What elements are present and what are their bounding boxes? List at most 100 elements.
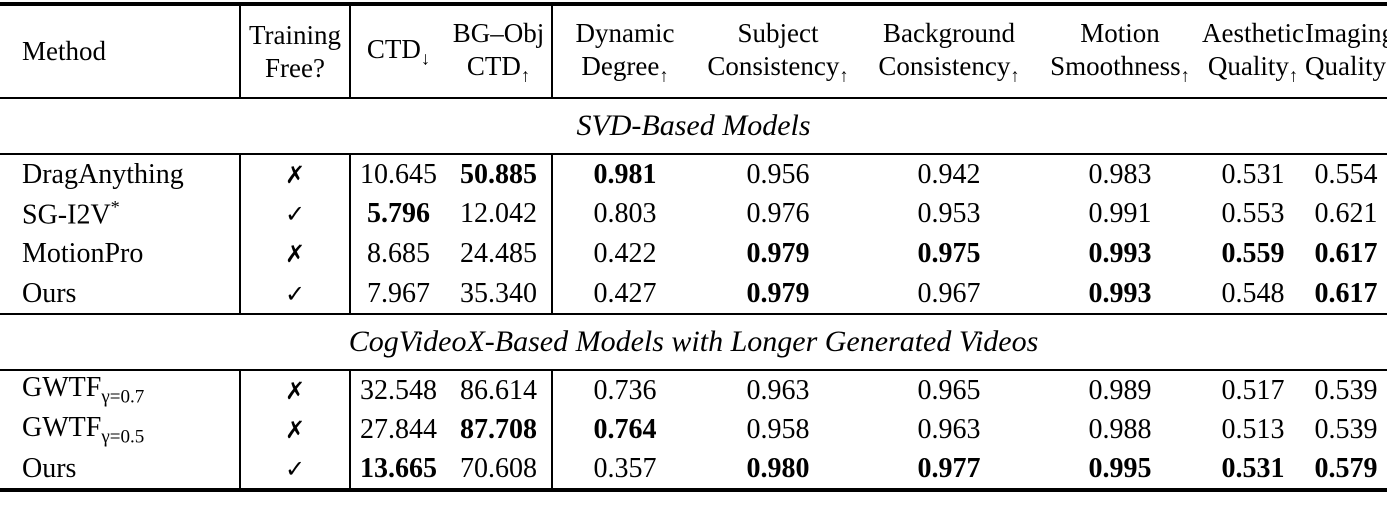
header-text: Motion (1080, 17, 1160, 48)
cell-motion-smoothness: 0.991 (1039, 194, 1201, 234)
cell-motion-smoothness: 0.993 (1039, 234, 1201, 274)
metric-value: 0.548 (1221, 277, 1285, 309)
header-text: Consistency (707, 50, 840, 81)
metric-value: 0.427 (593, 277, 657, 309)
cell-ctd: 32.548 (350, 370, 446, 410)
table-row: GWTFγ=0.7 ✗ 32.548 86.614 0.736 0.963 0.965 0.9… (0, 370, 1387, 410)
header-text: Aesthetic (1202, 17, 1304, 48)
metric-value: 0.531 (1221, 158, 1285, 190)
cell-dynamic-degree: 0.427 (552, 274, 697, 314)
cell-motion-smoothness: 0.983 (1039, 154, 1201, 194)
cell-dynamic-degree: 0.764 (552, 410, 697, 450)
metric-value: 0.553 (1221, 198, 1285, 229)
metric-value: 24.485 (460, 238, 537, 269)
cell-training-free: ✓ (240, 194, 351, 234)
cell-training-free: ✗ (240, 370, 351, 410)
cell-aesthetic-quality: 0.513 (1201, 410, 1305, 450)
cell-aesthetic-quality: 0.517 (1201, 370, 1305, 410)
cell-bg-obj-ctd: 86.614 (446, 370, 553, 410)
method-name: SG-I2V (22, 199, 111, 231)
cell-bg-obj-ctd: 12.042 (446, 194, 553, 234)
header-line1: CTD↓ (351, 33, 446, 70)
metric-value: 0.988 (1088, 414, 1152, 445)
metric-value: 35.340 (460, 277, 537, 309)
column-header-method: Method (0, 4, 241, 99)
header-line1: BG–Obj (446, 17, 551, 50)
arrow-icon: ↑ (1180, 64, 1190, 85)
cell-subject-consistency: 0.976 (697, 194, 859, 234)
metric-value: 0.963 (917, 414, 981, 445)
section-row: CogVideoX-Based Models with Longer Gener… (0, 313, 1387, 371)
header-text: Method (22, 36, 106, 67)
cell-background-consistency: 0.965 (859, 370, 1039, 410)
header-text: Dynamic (575, 17, 675, 48)
metric-value: 0.979 (746, 238, 810, 269)
cell-ctd: 7.967 (350, 274, 446, 314)
cell-imaging-quality: 0.579 (1305, 450, 1387, 490)
cell-method: Ours (0, 274, 241, 314)
metric-value: 0.953 (917, 198, 981, 229)
cell-dynamic-degree: 0.803 (552, 194, 697, 234)
column-header-subject-consistency: Subject Consistency↑ (697, 4, 859, 99)
cell-dynamic-degree: 0.981 (552, 154, 697, 194)
method-name: MotionPro (22, 238, 144, 269)
arrow-icon: ↑ (1288, 64, 1299, 85)
cell-training-free: ✓ (240, 274, 351, 314)
cell-dynamic-degree: 0.357 (552, 450, 697, 490)
header-line1: Subject (697, 17, 859, 50)
metric-value: 0.579 (1314, 453, 1378, 484)
cell-bg-obj-ctd: 24.485 (446, 234, 553, 274)
header-line1: Method (22, 35, 239, 68)
metric-value: 0.513 (1221, 414, 1285, 445)
cell-background-consistency: 0.967 (859, 274, 1039, 314)
cell-training-free: ✓ (240, 450, 351, 490)
cell-motion-smoothness: 0.988 (1039, 410, 1201, 450)
metric-value: 0.963 (746, 374, 810, 406)
arrow-icon: ↓ (420, 48, 431, 69)
cell-ctd: 27.844 (350, 410, 446, 450)
table-row: SG-I2V* ✓ 5.796 12.042 0.803 0.976 0.953 0.991 0… (0, 194, 1387, 234)
metric-value: 0.958 (746, 414, 810, 445)
header-line2: Smoothness↑ (1039, 50, 1201, 87)
header-line1: Training (241, 19, 349, 52)
cell-method: SG-I2V* (0, 194, 241, 234)
header-line2: Degree↑ (553, 50, 697, 87)
header-line1: Motion (1039, 17, 1201, 50)
cell-bg-obj-ctd: 50.885 (446, 154, 553, 194)
header-line2: Quality↑ (1201, 50, 1305, 87)
column-header-background-consistency: Background Consistency↑ (859, 4, 1039, 99)
metric-value: 0.977 (917, 453, 981, 484)
cell-imaging-quality: 0.617 (1305, 274, 1387, 314)
cell-bg-obj-ctd: 70.608 (446, 450, 553, 490)
method-name: GWTF (22, 411, 102, 443)
column-header-training-free: Training Free? (240, 4, 351, 99)
method-name: Ours (22, 277, 77, 309)
metric-value: 0.422 (593, 238, 657, 269)
header-line1: Aesthetic (1201, 17, 1305, 50)
cell-motion-smoothness: 0.989 (1039, 370, 1201, 410)
metric-value: 0.764 (593, 414, 657, 445)
table-row: Ours ✓ 13.665 70.608 0.357 0.980 0.977 0.995 0.5… (0, 450, 1387, 490)
cell-bg-obj-ctd: 87.708 (446, 410, 553, 450)
metric-value: 0.539 (1314, 414, 1378, 445)
header-line2: Quality↑ (1305, 50, 1387, 87)
method-superscript: * (110, 196, 120, 217)
metric-value: 50.885 (460, 158, 537, 190)
column-header-dynamic-degree: Dynamic Degree↑ (552, 4, 697, 99)
arrow-icon: ↑ (839, 64, 849, 85)
metric-value: 87.708 (460, 414, 537, 445)
method-subscript: γ=0.7 (101, 386, 145, 408)
metric-value: 0.967 (917, 277, 981, 309)
cell-subject-consistency: 0.958 (697, 410, 859, 450)
cell-subject-consistency: 0.963 (697, 370, 859, 410)
header-text: Imaging (1305, 17, 1387, 48)
metric-value: 0.531 (1221, 453, 1285, 484)
cell-method: MotionPro (0, 234, 241, 274)
header-text: Free? (265, 52, 325, 83)
header-line2: Consistency↑ (859, 50, 1039, 87)
metric-value: 0.942 (917, 158, 981, 190)
table-row: GWTFγ=0.5 ✗ 27.844 87.708 0.764 0.958 0.963 0.9… (0, 410, 1387, 450)
method-name: Ours (22, 453, 77, 484)
table-row: Ours ✓ 7.967 35.340 0.427 0.979 0.967 0.993 0.54… (0, 274, 1387, 314)
